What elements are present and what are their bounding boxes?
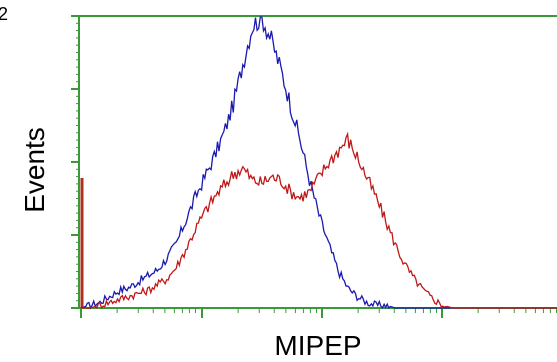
series-line-red [81,131,557,310]
x-axis-ticks [80,308,557,318]
plot-frame [78,15,557,309]
series-group [80,16,557,310]
series-line-blue [80,16,557,310]
y-axis-ticks [71,15,79,309]
y-axis-label: Events [19,127,50,213]
y-tick-label: 2 [0,4,8,24]
x-axis-label: MIPEP [274,330,361,361]
